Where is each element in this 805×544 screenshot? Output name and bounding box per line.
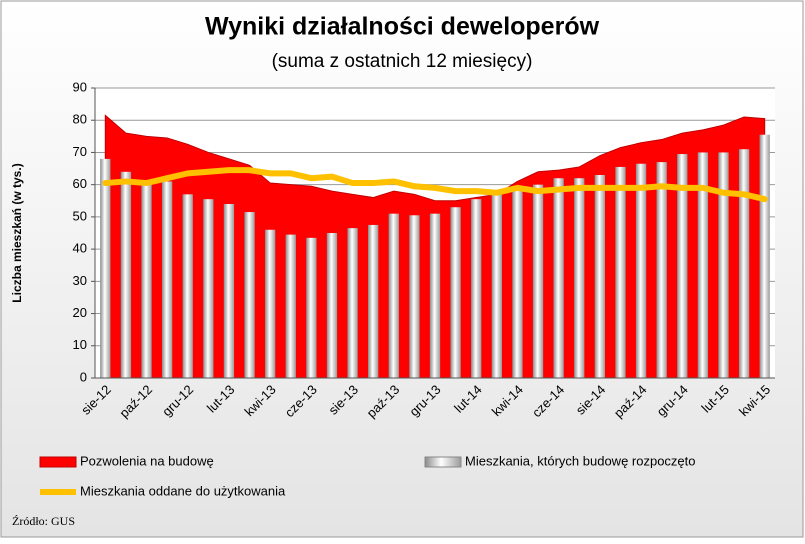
- bar: [574, 178, 585, 378]
- bar: [697, 152, 709, 378]
- bar: [615, 166, 626, 378]
- legend-label: Mieszkania, których budowę rozpoczęto: [465, 453, 696, 468]
- y-tick-label: 0: [80, 369, 87, 384]
- bar: [368, 224, 379, 378]
- y-tick-label: 90: [73, 79, 87, 94]
- bar: [306, 237, 317, 378]
- bar: [718, 152, 729, 378]
- bar: [450, 207, 461, 378]
- bar: [223, 204, 235, 378]
- bar: [738, 149, 750, 378]
- bar: [532, 184, 544, 378]
- bar: [429, 213, 441, 378]
- y-tick-label: 80: [73, 112, 87, 127]
- bar: [120, 171, 132, 378]
- y-tick-label: 40: [73, 241, 87, 256]
- legend-label: Pozwolenia na budowę: [80, 453, 214, 468]
- y-tick-label: 10: [73, 337, 87, 352]
- y-tick-label: 30: [73, 273, 87, 288]
- bar: [594, 175, 605, 378]
- y-tick-label: 60: [73, 176, 87, 191]
- y-axis-title: Liczba mieszkań (w tys.): [10, 163, 24, 302]
- bar: [409, 215, 420, 378]
- bar: [635, 163, 647, 378]
- bar: [203, 199, 214, 378]
- bar: [182, 194, 193, 378]
- bar: [326, 233, 338, 378]
- bar: [677, 154, 688, 378]
- bar: [285, 234, 296, 378]
- legend-swatch: [39, 456, 77, 468]
- bar: [265, 229, 276, 378]
- legend-swatch: [424, 456, 462, 468]
- legend-label: Mieszkania oddane do użytkowania: [80, 483, 286, 498]
- bar: [347, 228, 358, 378]
- source: Źródło: GUS: [12, 514, 75, 528]
- bar: [141, 184, 152, 378]
- y-tick-label: 20: [73, 305, 87, 320]
- bar: [161, 181, 173, 378]
- bar: [491, 194, 502, 378]
- bar: [656, 162, 667, 378]
- bar: [759, 134, 770, 378]
- bar: [512, 189, 523, 378]
- bar: [388, 213, 399, 378]
- bar: [244, 212, 255, 378]
- bar: [471, 199, 482, 378]
- chart-subtitle: (suma z ostatnich 12 miesięcy): [272, 51, 533, 72]
- bar: [553, 178, 564, 378]
- y-tick-label: 70: [73, 144, 87, 159]
- y-tick-label: 50: [73, 208, 87, 223]
- chart-title: Wyniki działalności deweloperów: [205, 13, 600, 41]
- bar: [100, 158, 111, 378]
- line: [102, 167, 768, 203]
